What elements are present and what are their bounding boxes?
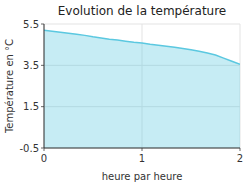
plot-area [44, 30, 240, 148]
x-tick-label: 1 [139, 153, 145, 164]
y-axis [44, 24, 45, 148]
title: Evolution de la température [58, 4, 227, 18]
y-tick-label: 3.5 [23, 60, 39, 71]
grid [44, 24, 240, 148]
x-axis-label: heure par heure [102, 171, 183, 182]
y-grid-line [44, 148, 240, 149]
y-tick-label: 5.5 [23, 19, 39, 30]
y-tick-label: 1.5 [23, 101, 39, 112]
y-axis-label: Température en °C [4, 39, 15, 134]
x-axis [44, 148, 240, 149]
line [44, 30, 240, 64]
y-tick-label: -0.5 [19, 143, 39, 154]
x-tick-label: 2 [237, 153, 243, 164]
x-tick-label: 0 [41, 153, 47, 164]
area-fill [44, 30, 240, 148]
x-grid-line [44, 24, 45, 148]
chart: -0.5 1.5 3.5 5.5 0 1 2 Evolution de la températ… [0, 0, 250, 188]
